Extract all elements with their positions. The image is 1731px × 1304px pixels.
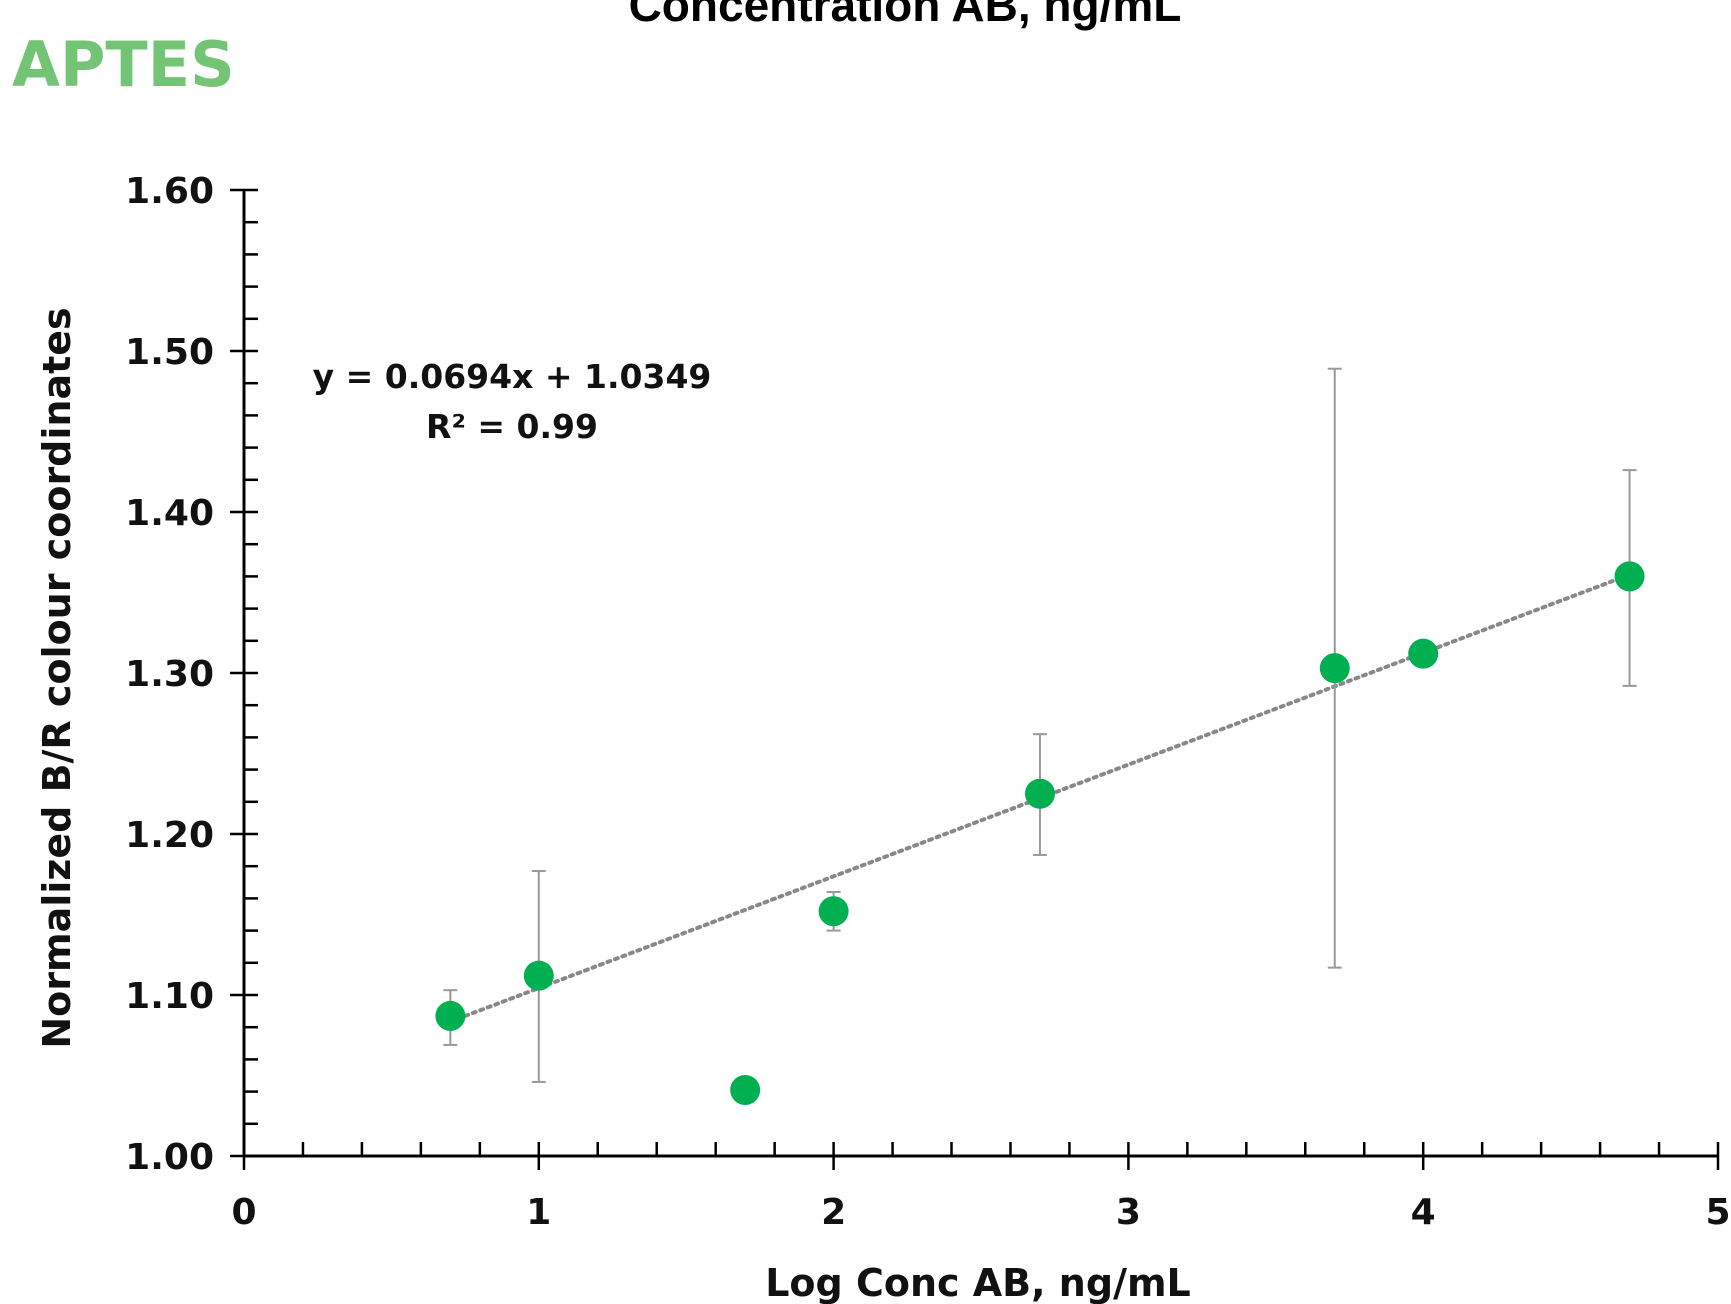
y-tick-label: 1.60 <box>125 171 214 212</box>
y-tick-label: 1.00 <box>125 1137 214 1178</box>
x-tick-label: 0 <box>231 1192 256 1233</box>
y-axis-title: Normalized B/R colour coordinates <box>35 307 79 1048</box>
data-point <box>523 960 554 991</box>
x-tick-label: 4 <box>1411 1192 1436 1233</box>
y-tick-label: 1.40 <box>125 493 214 534</box>
data-point <box>1614 561 1645 592</box>
x-tick-label: 1 <box>526 1192 551 1233</box>
error-bars <box>443 367 1637 1083</box>
data-point <box>818 896 849 927</box>
data-point <box>435 1000 466 1031</box>
x-tick-label: 5 <box>1705 1192 1730 1233</box>
y-tick-label: 1.20 <box>125 815 214 856</box>
y-tick-label: 1.50 <box>125 332 214 373</box>
data-point <box>1408 638 1439 669</box>
data-point <box>1024 778 1055 809</box>
r2-label: R² = 0.99 <box>426 407 598 446</box>
x-tick-label: 2 <box>821 1192 846 1233</box>
y-tick-label: 1.10 <box>125 976 214 1017</box>
panel-label: APTES <box>12 28 235 101</box>
x-axis-title: Log Conc AB, ng/mL <box>765 1261 1191 1304</box>
x-tick-label: 3 <box>1116 1192 1141 1233</box>
data-point <box>730 1074 761 1105</box>
y-tick-label: 1.30 <box>125 654 214 695</box>
data-point <box>1319 653 1350 684</box>
figure-title: Concentration AB, ng/mL <box>628 0 1182 31</box>
equation-label: y = 0.0694x + 1.0349 <box>313 357 712 396</box>
data-points <box>435 561 1645 1105</box>
axes: 1.00 1.10 1.20 1.30 1.40 1.50 1.60 0 1 2 3 4 5 <box>125 171 1730 1233</box>
